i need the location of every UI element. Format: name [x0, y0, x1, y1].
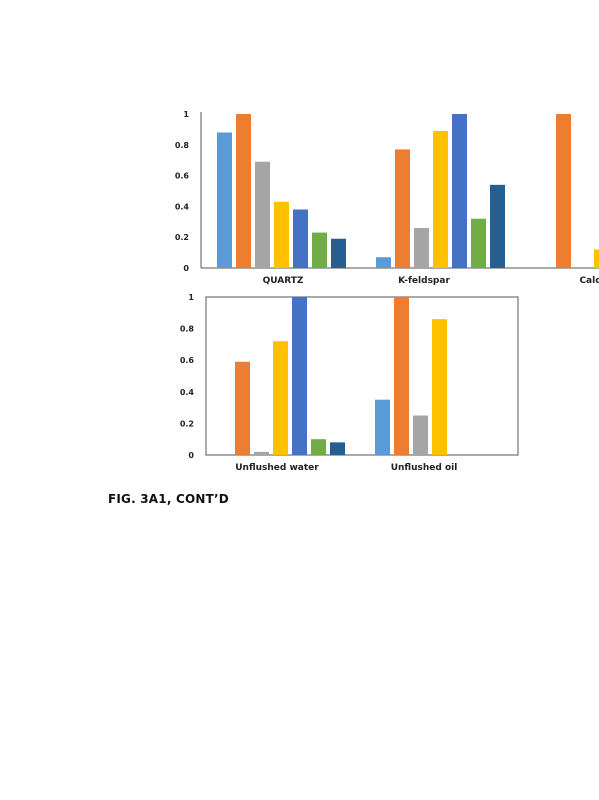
bar-unflushed-water-s5 — [292, 297, 307, 455]
bar-unflushed-oil-s2 — [394, 297, 409, 455]
bar-unflushed-water-s4 — [273, 341, 288, 455]
chart-panel-2: 1 0.8 0.6 0.4 0.2 0 Unflushed water Unflushed o… — [180, 293, 519, 473]
category-label: Unflushed water — [235, 463, 319, 473]
bar-unflushed-water-s6 — [311, 439, 326, 455]
bar-quartz-s5 — [293, 209, 308, 268]
bar-k-feldspar-s6 — [471, 218, 486, 268]
y-tick-label: 0.6 — [180, 356, 195, 365]
bar-quartz-s1 — [217, 132, 232, 268]
bar-k-feldspar-s1 — [376, 257, 391, 268]
y-tick-label: 0.4 — [180, 388, 195, 397]
bar-k-feldspar-s7 — [490, 184, 505, 268]
bar-unflushed-water-s2 — [235, 361, 250, 455]
y-tick-label: 0 — [188, 451, 194, 460]
bar-quartz-s6 — [312, 232, 327, 268]
bar-k-feldspar-s4 — [433, 130, 448, 268]
bar-calc-s2 — [556, 114, 571, 268]
plot-frame — [205, 296, 519, 456]
bar-quartz-s2 — [236, 114, 251, 268]
y-tick-label: 0.8 — [180, 325, 195, 334]
category-label: K-feldspar — [398, 276, 450, 286]
bar-quartz-s4 — [274, 201, 289, 268]
y-tick-label: 0.2 — [175, 233, 189, 242]
chart-panel-1: 1 0.8 0.6 0.4 0.2 0 QUARTZ K-feldspar Calc — [175, 110, 599, 286]
y-tick-label: 0.6 — [175, 172, 190, 181]
y-tick-label: 0.8 — [175, 141, 190, 150]
bar-calc-s4 — [594, 249, 599, 268]
bar-unflushed-oil-s4 — [432, 319, 447, 455]
bar-unflushed-water-s7 — [330, 442, 345, 455]
bar-k-feldspar-s3 — [414, 227, 429, 268]
figure-caption: FIG. 3A1, CONT’D — [108, 492, 229, 506]
y-tick-label: 1 — [188, 293, 194, 302]
bar-unflushed-oil-s3 — [413, 415, 428, 455]
category-label: Unflushed oil — [391, 463, 458, 473]
category-label: Calc — [579, 276, 599, 286]
bar-quartz-s3 — [255, 161, 270, 268]
y-tick-label: 1 — [183, 110, 189, 119]
y-tick-label: 0.2 — [180, 419, 194, 428]
bar-quartz-s7 — [331, 238, 346, 268]
category-label: QUARTZ — [263, 276, 304, 286]
y-tick-label: 0.4 — [175, 202, 190, 211]
bar-unflushed-water-s3 — [254, 451, 269, 455]
bar-k-feldspar-s2 — [395, 149, 410, 268]
y-tick-label: 0 — [183, 264, 189, 273]
bar-unflushed-oil-s1 — [375, 399, 390, 455]
bar-k-feldspar-s5 — [452, 114, 467, 268]
